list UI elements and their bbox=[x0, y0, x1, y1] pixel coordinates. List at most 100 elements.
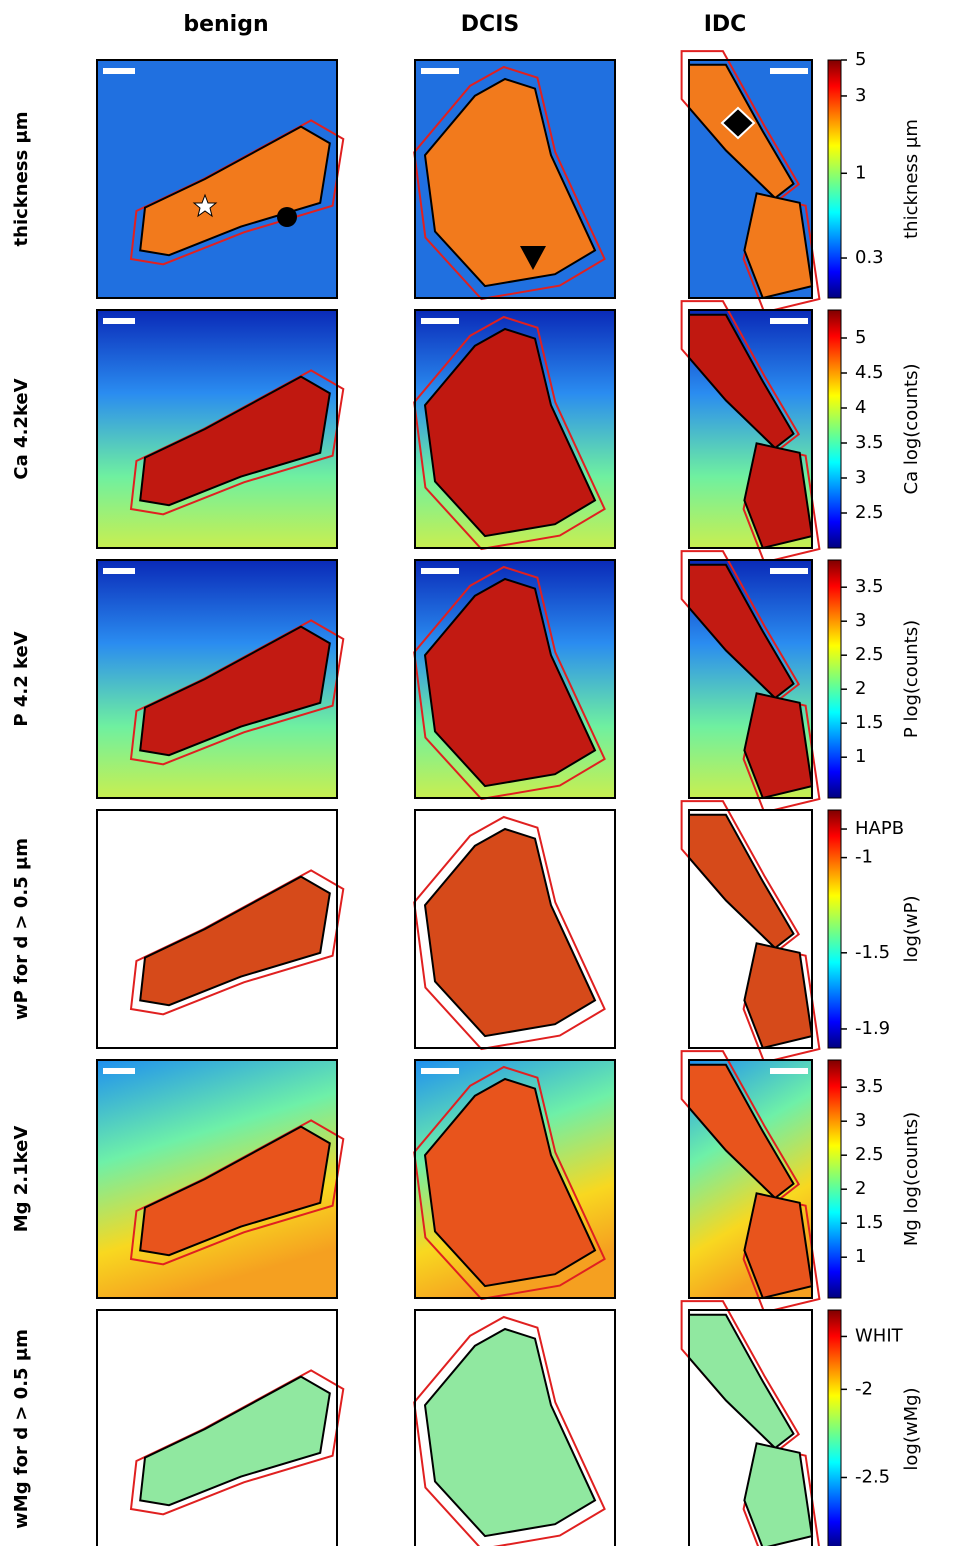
colorbar-tick-label: -1.9 bbox=[855, 1018, 890, 1039]
column-title: benign bbox=[183, 12, 268, 37]
row-label: Ca 4.2keV bbox=[11, 378, 32, 479]
sample-region bbox=[423, 1327, 597, 1538]
contour-outer bbox=[413, 1065, 606, 1301]
scale-bar bbox=[103, 568, 135, 574]
scale-bar bbox=[770, 568, 808, 574]
colorbar-tick-label: 3.5 bbox=[855, 1076, 884, 1097]
sample-region bbox=[139, 125, 331, 257]
scale-bar bbox=[421, 568, 459, 574]
marker-circle bbox=[277, 207, 297, 227]
sample-region bbox=[139, 375, 331, 507]
colorbar bbox=[827, 1309, 842, 1549]
column-title: DCIS bbox=[461, 12, 519, 37]
row-label: P 4.2 keV bbox=[11, 631, 32, 726]
colorbar-tick-label: HAPB bbox=[855, 818, 904, 839]
panel-frame bbox=[414, 1059, 616, 1299]
scale-bar bbox=[103, 68, 135, 74]
contour-outer bbox=[413, 565, 606, 801]
colorbar bbox=[827, 1059, 842, 1299]
scale-bar bbox=[421, 318, 459, 324]
scale-bar bbox=[770, 1068, 808, 1074]
colorbar-tick-label: 3 bbox=[855, 610, 866, 631]
sample-region bbox=[688, 313, 795, 450]
panel-frame bbox=[96, 309, 338, 549]
scale-bar bbox=[770, 318, 808, 324]
sample-region bbox=[688, 1063, 795, 1200]
sample-region bbox=[423, 77, 597, 288]
colorbar-tick-label: WHIT bbox=[855, 1325, 904, 1346]
panel-frame bbox=[688, 59, 813, 299]
colorbar-tick-label: 0.3 bbox=[855, 247, 884, 268]
sample-region bbox=[688, 813, 795, 950]
sample-region bbox=[743, 1442, 814, 1550]
marker-triangle bbox=[520, 246, 546, 270]
row-label: wP for d > 0.5 μm bbox=[11, 838, 32, 1020]
colorbar-tick-label: 4 bbox=[855, 397, 866, 418]
colorbar bbox=[827, 809, 842, 1049]
colorbar-tick-label: 2.5 bbox=[855, 644, 884, 665]
colorbar-tick-label: 3 bbox=[855, 467, 866, 488]
colorbar bbox=[827, 559, 842, 799]
sample-region bbox=[139, 875, 331, 1007]
colorbar-tick-label: 3.5 bbox=[855, 576, 884, 597]
colorbar-tick-label: -2.5 bbox=[855, 1466, 890, 1487]
colorbar bbox=[827, 309, 842, 549]
colorbar-tick-label: -1 bbox=[855, 847, 873, 868]
colorbar-label: log(wMg) bbox=[901, 1387, 922, 1470]
colorbar-tick-label: -2 bbox=[855, 1378, 873, 1399]
sample-region bbox=[743, 942, 814, 1050]
contour-outer bbox=[413, 1315, 606, 1550]
marker-diamond bbox=[720, 106, 756, 140]
sample-region bbox=[423, 577, 597, 788]
colorbar-tick-label: 2 bbox=[855, 678, 866, 699]
panel-frame bbox=[96, 1059, 338, 1299]
contour-outer bbox=[413, 815, 606, 1051]
colorbar-label: log(wP) bbox=[901, 895, 922, 962]
sample-region bbox=[743, 692, 814, 800]
scale-bar bbox=[421, 68, 459, 74]
colorbar-tick-label: 4.5 bbox=[855, 362, 884, 383]
panel-frame bbox=[414, 559, 616, 799]
colorbar-tick-label: 2.5 bbox=[855, 1144, 884, 1165]
colorbar-label: Mg log(counts) bbox=[901, 1112, 922, 1246]
sample-region bbox=[139, 625, 331, 757]
panel-frame bbox=[688, 309, 813, 549]
colorbar-tick-label: -1.5 bbox=[855, 942, 890, 963]
colorbar-tick-label: 1 bbox=[855, 746, 866, 767]
sample-region bbox=[743, 442, 814, 550]
sample-region bbox=[743, 192, 814, 300]
colorbar-tick-label: 3.5 bbox=[855, 432, 884, 453]
marker-star bbox=[192, 193, 218, 218]
sample-region bbox=[688, 563, 795, 700]
panel-frame bbox=[96, 59, 338, 299]
sample-region bbox=[743, 1192, 814, 1300]
sample-region bbox=[423, 327, 597, 538]
sample-region bbox=[423, 827, 597, 1038]
colorbar-tick-label: 3 bbox=[855, 1110, 866, 1131]
colorbar-label: thickness μm bbox=[901, 119, 922, 239]
scale-bar bbox=[421, 1068, 459, 1074]
sample-region bbox=[688, 1313, 795, 1450]
colorbar-tick-label: 5 bbox=[855, 49, 866, 70]
colorbar-tick-label: 1.5 bbox=[855, 712, 884, 733]
scale-bar bbox=[103, 318, 135, 324]
colorbar-tick-label: 2 bbox=[855, 1178, 866, 1199]
colorbar-label: Ca log(counts) bbox=[901, 364, 922, 495]
column-title: IDC bbox=[704, 12, 747, 37]
row-label: Mg 2.1keV bbox=[11, 1126, 32, 1233]
scale-bar bbox=[103, 1068, 135, 1074]
row-label: wMg for d > 0.5 μm bbox=[11, 1329, 32, 1529]
colorbar-tick-label: 1 bbox=[855, 162, 866, 183]
colorbar-tick-label: 1 bbox=[855, 1246, 866, 1267]
sample-region bbox=[423, 1077, 597, 1288]
sample-region bbox=[139, 1375, 331, 1507]
panel-frame bbox=[688, 1059, 813, 1299]
colorbar-label: P log(counts) bbox=[901, 620, 922, 738]
colorbar bbox=[827, 59, 842, 299]
panel-frame bbox=[688, 559, 813, 799]
contour-outer bbox=[413, 65, 606, 301]
scale-bar bbox=[770, 68, 808, 74]
colorbar-tick-label: 3 bbox=[855, 85, 866, 106]
panel-frame bbox=[96, 809, 338, 1049]
